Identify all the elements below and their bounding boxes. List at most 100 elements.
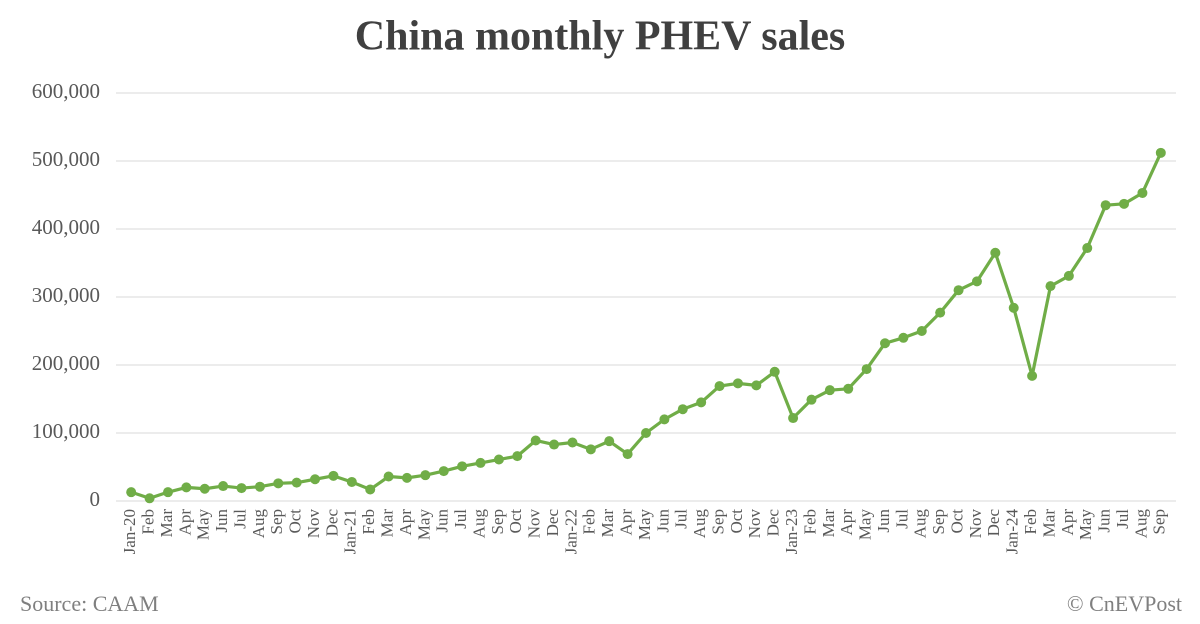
data-point — [806, 394, 817, 405]
x-tick-label: Nov — [304, 509, 323, 539]
x-tick-label: Jul — [892, 509, 911, 529]
data-point — [751, 380, 762, 391]
data-point — [714, 381, 725, 392]
x-tick-label: Apr — [617, 509, 636, 536]
data-point — [530, 435, 541, 446]
data-point — [162, 487, 173, 498]
data-point — [880, 338, 891, 349]
data-point — [1063, 270, 1074, 281]
x-tick-label: Apr — [175, 509, 194, 536]
x-tick-label: Oct — [727, 509, 746, 534]
x-tick-label: Jul — [230, 509, 249, 529]
x-tick-label: Sep — [708, 509, 727, 535]
x-tick-label: Jun — [433, 509, 452, 533]
x-tick-label: Sep — [267, 509, 286, 535]
data-point — [1027, 370, 1038, 381]
data-point — [1008, 302, 1019, 313]
data-point — [788, 413, 799, 424]
y-tick-label: 600,000 — [32, 79, 100, 103]
x-tick-label: Nov — [745, 509, 764, 539]
y-tick-label: 100,000 — [32, 419, 100, 443]
data-point — [622, 449, 633, 460]
x-tick-label: Jan-22 — [561, 509, 580, 554]
x-tick-label: May — [414, 509, 433, 541]
data-point — [493, 454, 504, 465]
data-point — [218, 481, 229, 492]
data-point — [824, 385, 835, 396]
data-point — [641, 428, 651, 438]
x-tick-label: Jun — [653, 509, 672, 533]
data-point — [475, 457, 486, 468]
x-tick-label: Feb — [800, 509, 819, 535]
x-tick-label: Feb — [580, 509, 599, 535]
x-tick-label: Mar — [1039, 509, 1058, 538]
data-point — [1119, 198, 1130, 209]
x-tick-label: Feb — [359, 509, 378, 535]
x-tick-label: Sep — [1150, 509, 1169, 535]
x-tick-label: Dec — [984, 509, 1003, 537]
source-note: Source: CAAM — [20, 591, 159, 616]
data-point — [677, 404, 688, 415]
x-tick-label: Apr — [1058, 509, 1077, 536]
data-point — [898, 332, 909, 343]
x-tick-label: Mar — [598, 509, 617, 538]
data-point — [1082, 243, 1093, 254]
x-tick-label: Jan-24 — [1003, 509, 1022, 555]
data-point — [861, 364, 872, 375]
data-point — [971, 276, 982, 287]
x-tick-label: Mar — [819, 509, 838, 538]
x-tick-label: Apr — [837, 509, 856, 536]
data-point — [732, 378, 743, 389]
data-point — [1100, 200, 1111, 211]
data-point — [659, 414, 670, 425]
data-point — [769, 366, 780, 377]
data-point — [254, 481, 265, 492]
data-point — [457, 461, 468, 472]
x-tick-label: May — [635, 509, 654, 541]
y-tick-label: 500,000 — [32, 147, 100, 171]
data-point — [604, 436, 615, 447]
y-tick-label: 0 — [90, 487, 101, 511]
x-tick-label: Jun — [874, 509, 893, 533]
x-tick-label: Nov — [525, 509, 544, 539]
x-tick-label: Dec — [543, 509, 562, 537]
data-point — [953, 285, 964, 296]
data-point — [236, 483, 247, 494]
x-tick-label: Feb — [1021, 509, 1040, 535]
x-tick-label: Jun — [212, 509, 231, 533]
data-point — [696, 397, 707, 408]
x-tick-label: Mar — [157, 509, 176, 538]
data-point — [199, 483, 210, 494]
x-tick-label: Aug — [249, 509, 268, 539]
x-tick-label: Oct — [286, 509, 305, 534]
x-tick-label: May — [856, 509, 875, 541]
x-tick-label: Apr — [396, 509, 415, 536]
x-tick-label: Feb — [138, 509, 157, 535]
data-point — [935, 307, 946, 318]
data-point — [1137, 187, 1148, 198]
x-tick-label: Jun — [1095, 509, 1114, 533]
data-point — [126, 487, 137, 498]
x-tick-label: Dec — [322, 509, 341, 537]
data-point — [291, 477, 302, 488]
x-tick-label: Jul — [1113, 509, 1132, 529]
data-point — [144, 493, 155, 504]
x-tick-label: Aug — [1131, 509, 1150, 539]
data-point — [567, 437, 578, 448]
data-point — [438, 466, 449, 477]
x-tick-label: Aug — [690, 509, 709, 539]
data-point — [916, 326, 927, 336]
data-point — [1155, 147, 1166, 158]
data-point — [420, 470, 431, 481]
data-point — [181, 482, 192, 493]
x-tick-label: Jan-23 — [782, 509, 801, 554]
data-point — [310, 474, 321, 485]
data-point — [273, 478, 284, 489]
x-tick-label: May — [194, 509, 213, 541]
y-tick-label: 300,000 — [32, 283, 100, 307]
x-tick-label: Mar — [378, 509, 397, 538]
credit-note: © CnEVPost — [1067, 591, 1182, 616]
x-tick-label: Oct — [947, 509, 966, 534]
x-tick-label: May — [1076, 509, 1095, 541]
